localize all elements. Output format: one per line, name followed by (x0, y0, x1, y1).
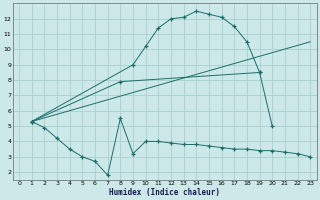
X-axis label: Humidex (Indice chaleur): Humidex (Indice chaleur) (109, 188, 220, 197)
